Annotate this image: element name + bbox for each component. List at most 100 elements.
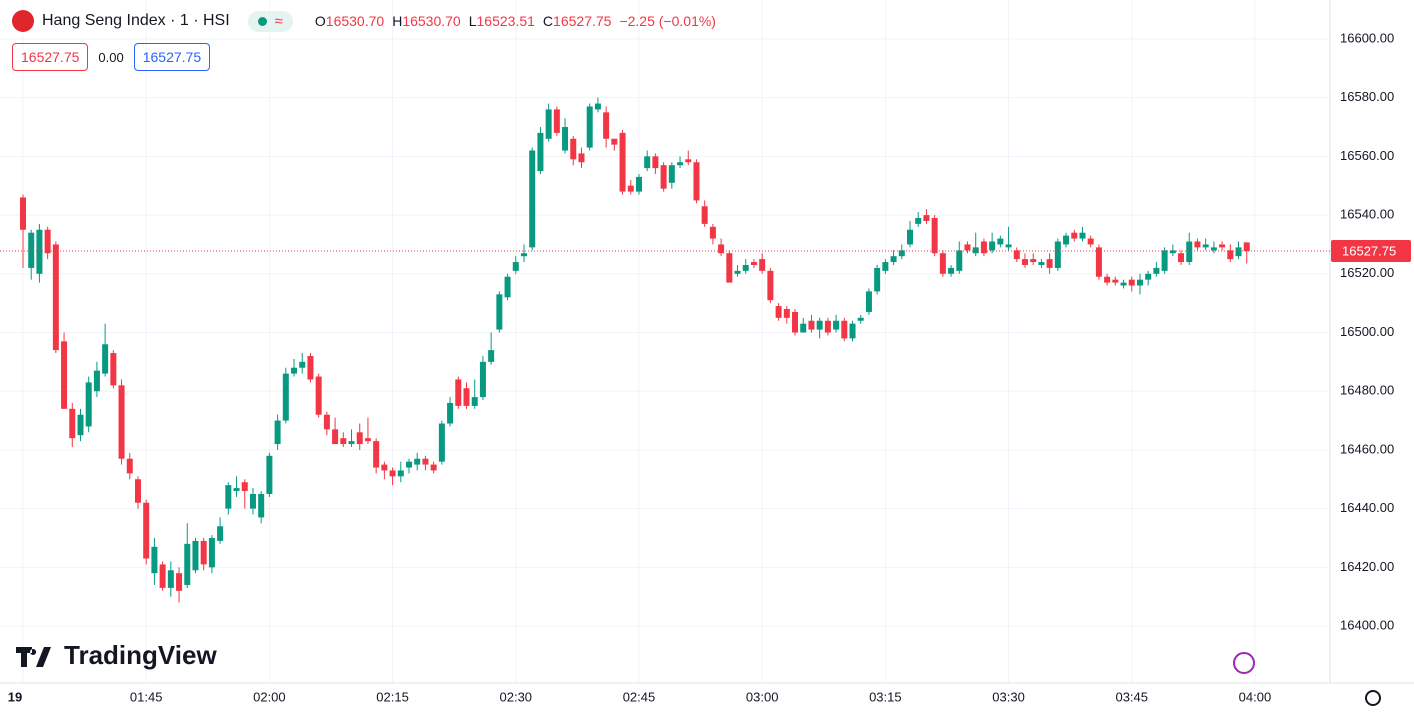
candle-body (143, 502, 150, 559)
header: Hang Seng Index · 1 · HSI ≈ O16530.70 H1… (12, 10, 716, 32)
last-price-label: 16527.75 (1342, 243, 1396, 258)
candle-body (718, 244, 725, 254)
candle-body (274, 420, 281, 445)
candle-body (389, 470, 396, 477)
candle-body (882, 262, 889, 271)
ask-button[interactable]: 16527.75 (133, 43, 211, 71)
candle-body (1071, 232, 1078, 239)
alert-icon[interactable] (1233, 652, 1255, 674)
candle-body (980, 241, 987, 254)
candle-body (529, 150, 536, 248)
candle-body (931, 218, 938, 254)
y-tick-label: 16600.00 (1340, 30, 1394, 45)
candle-body (972, 247, 979, 254)
watermark-text: TradingView (64, 640, 217, 670)
candle-body (184, 543, 191, 585)
candle-body (323, 414, 330, 430)
x-tick-label: 03:00 (746, 689, 779, 704)
candle-body (1095, 247, 1102, 277)
candle-body (438, 423, 445, 462)
candle-body (1013, 250, 1020, 260)
candle-body (241, 482, 248, 492)
watermark: TradingView (16, 640, 217, 671)
candle-body (1243, 242, 1250, 252)
candle-body (841, 320, 848, 339)
candle-body (340, 438, 347, 445)
candle-body (635, 176, 642, 192)
candle-body (192, 540, 199, 571)
candle-body (422, 458, 429, 465)
bid-button[interactable]: 16527.75 (12, 43, 89, 71)
x-tick-label: 04:00 (1239, 689, 1272, 704)
candle-body (611, 138, 618, 145)
candle-body (307, 355, 314, 380)
candle-body (118, 385, 125, 459)
candle-body (1136, 279, 1143, 286)
y-tick-label: 16460.00 (1340, 441, 1394, 456)
settings-icon[interactable] (1365, 690, 1381, 706)
y-tick-label: 16440.00 (1340, 500, 1394, 515)
x-tick-label: 03:30 (992, 689, 1025, 704)
candle-body (1186, 241, 1193, 263)
candle-body (1112, 279, 1119, 283)
candle-body (1063, 235, 1070, 245)
candle-body (463, 388, 470, 406)
candle-body (1046, 259, 1053, 268)
candle-body (36, 229, 43, 274)
ohlc-legend: O16530.70 H16530.70 L16523.51 C16527.75 … (315, 13, 716, 29)
ohlc-key: C (542, 13, 554, 29)
candle-body (373, 441, 380, 468)
candle-body (520, 253, 527, 257)
candle-body (759, 259, 766, 271)
candle-body (800, 323, 807, 333)
y-tick-label: 16480.00 (1340, 383, 1394, 398)
candle-body (233, 488, 240, 492)
candle-body (282, 373, 289, 421)
candle-body (956, 250, 963, 271)
candle-body (792, 311, 799, 333)
candle-body (455, 379, 462, 406)
candle-body (570, 138, 577, 160)
candle-body (159, 564, 166, 588)
candle-body (1210, 247, 1217, 251)
candle-body (685, 159, 692, 163)
symbol-title[interactable]: Hang Seng Index · 1 · HSI (42, 12, 230, 29)
candle-body (291, 367, 298, 374)
x-tick-label: 03:45 (1115, 689, 1148, 704)
y-tick-label: 16420.00 (1340, 559, 1394, 574)
candle-body (709, 226, 716, 239)
candle-body (1161, 250, 1168, 271)
x-tick-label: 02:00 (253, 689, 286, 704)
candle-body (430, 464, 437, 471)
candle-body (102, 344, 109, 374)
candle-body (249, 493, 256, 509)
candle-body (176, 573, 183, 591)
candle-body (627, 185, 634, 192)
candle-body (1145, 273, 1152, 280)
candle-body (44, 229, 51, 254)
candle-body (1079, 232, 1086, 239)
candle-body (1153, 267, 1160, 274)
market-status[interactable]: ≈ (247, 10, 293, 32)
candle-body (578, 153, 585, 163)
candle-body (1202, 244, 1209, 248)
candle-body (1169, 250, 1176, 254)
candle-body (299, 361, 306, 368)
y-tick-label: 16540.00 (1340, 207, 1394, 222)
candle-body (726, 253, 733, 283)
candle-body (1005, 244, 1012, 248)
symbol-logo (12, 10, 34, 32)
candle-body (496, 294, 503, 330)
candle-body (989, 241, 996, 251)
candle-body (537, 132, 544, 172)
ohlc-key: H (392, 13, 403, 29)
watermark-logo (16, 646, 51, 667)
ohlc-key: O (314, 13, 326, 29)
candle-body (356, 432, 363, 445)
candle-body (915, 218, 922, 224)
candle-body (586, 106, 593, 148)
change: −2.25 (−0.01%) (619, 13, 716, 29)
candle-body (471, 397, 478, 406)
